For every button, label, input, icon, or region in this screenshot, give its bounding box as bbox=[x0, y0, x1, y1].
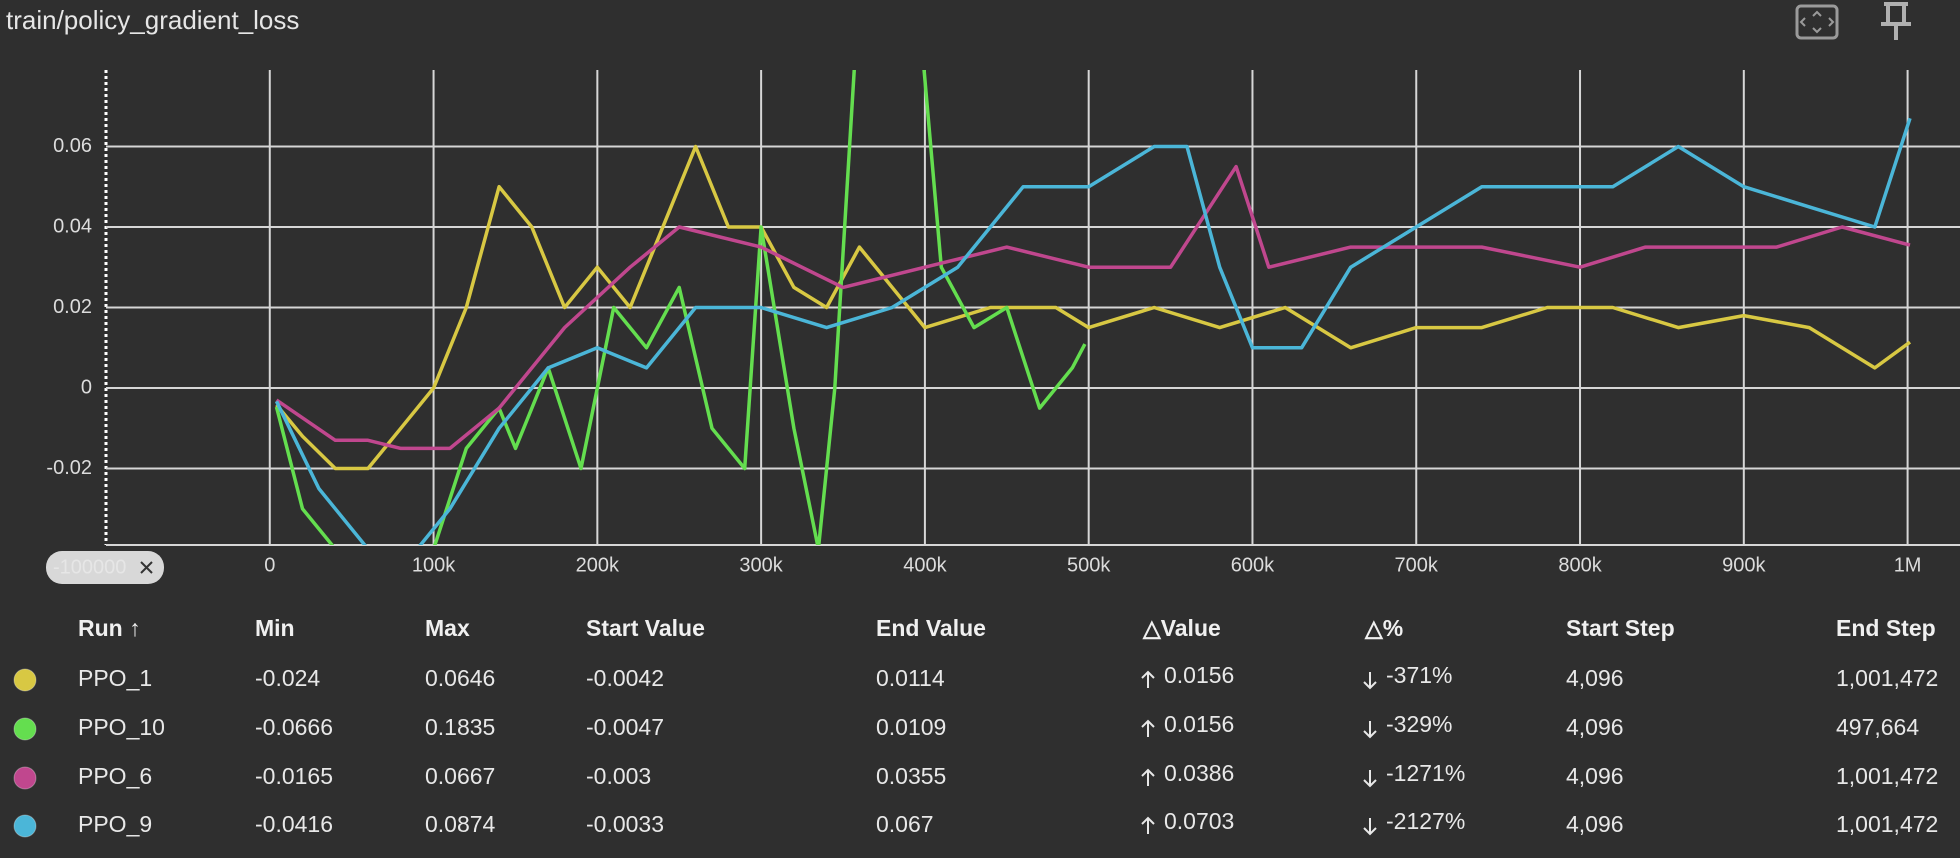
table-header: End Value bbox=[876, 615, 986, 641]
up-arrow-icon bbox=[1141, 670, 1155, 688]
table-cell: 0.1835 bbox=[425, 714, 495, 740]
pin-button[interactable] bbox=[1881, 2, 1911, 40]
x-tick-label: 900k bbox=[1722, 554, 1766, 576]
series-line bbox=[274, 70, 1087, 545]
run-name: PPO_6 bbox=[78, 763, 152, 789]
table-header: Max bbox=[425, 615, 470, 641]
table-cell: 1,001,472 bbox=[1836, 665, 1938, 691]
table-cell: -0.0165 bbox=[255, 763, 333, 789]
fullscreen-button[interactable] bbox=[1795, 4, 1839, 40]
table-cell: 1,001,472 bbox=[1836, 763, 1938, 789]
y-tick-label: -0.02 bbox=[46, 457, 92, 479]
series-line bbox=[274, 117, 1912, 545]
table-cell: -1271% bbox=[1386, 760, 1465, 786]
run-name: PPO_9 bbox=[78, 811, 152, 837]
table-header: Min bbox=[255, 615, 295, 641]
table-header: Run ↑ bbox=[78, 615, 141, 641]
table-cell: 0.0386 bbox=[1164, 760, 1234, 786]
run-color-dot bbox=[13, 766, 37, 790]
x-tick-label: 100k bbox=[412, 554, 456, 576]
x-range-chip[interactable]: -100000 bbox=[46, 551, 164, 584]
table-cell: 0.0156 bbox=[1164, 662, 1234, 688]
series-line bbox=[275, 164, 1911, 451]
table-cell: 0.067 bbox=[876, 811, 934, 837]
x-tick-label: 0 bbox=[264, 554, 275, 576]
table-cell: -0.024 bbox=[255, 665, 320, 691]
table-cell: 4,096 bbox=[1566, 763, 1624, 789]
table-cell: 0.0874 bbox=[425, 811, 496, 837]
up-arrow-icon bbox=[1141, 816, 1155, 834]
table-cell: 0.0156 bbox=[1164, 711, 1234, 737]
table-cell: -0.003 bbox=[586, 763, 651, 789]
table-cell: -0.0033 bbox=[586, 811, 664, 837]
down-arrow-icon bbox=[1363, 770, 1377, 788]
x-tick-label: 200k bbox=[576, 554, 620, 576]
run-name: PPO_1 bbox=[78, 665, 152, 691]
run-color-dot bbox=[13, 668, 37, 692]
x-tick-label: 1M bbox=[1894, 554, 1922, 576]
table-cell: 0.0703 bbox=[1164, 808, 1234, 834]
series-line bbox=[275, 144, 1912, 471]
table-cell: -0.0042 bbox=[586, 665, 664, 691]
x-tick-label: 800k bbox=[1558, 554, 1602, 576]
x-tick-label: 500k bbox=[1067, 554, 1111, 576]
y-tick-label: 0.06 bbox=[53, 135, 92, 157]
y-tick-label: 0.04 bbox=[53, 215, 92, 237]
y-tick-label: 0 bbox=[81, 376, 92, 398]
table-cell: 0.0114 bbox=[876, 665, 945, 691]
x-tick-label: 400k bbox=[903, 554, 947, 576]
table-cell: -329% bbox=[1386, 711, 1452, 737]
table-cell: -0.0416 bbox=[255, 811, 333, 837]
table-cell: 4,096 bbox=[1566, 811, 1624, 837]
run-color-dot bbox=[13, 814, 37, 838]
table-cell: 0.0646 bbox=[425, 665, 495, 691]
down-arrow-icon bbox=[1363, 818, 1377, 836]
table-cell: 0.0667 bbox=[425, 763, 495, 789]
table-header: △% bbox=[1364, 615, 1403, 641]
y-tick-label: 0.02 bbox=[53, 296, 92, 318]
table-cell: 4,096 bbox=[1566, 714, 1624, 740]
table-header: Start Value bbox=[586, 615, 705, 641]
table-cell: 497,664 bbox=[1836, 714, 1919, 740]
table-cell: -2127% bbox=[1386, 808, 1465, 834]
x-range-chip-label: -100000 bbox=[53, 556, 126, 578]
x-tick-label: 300k bbox=[739, 554, 783, 576]
table-cell: 0.0355 bbox=[876, 763, 946, 789]
x-tick-label: 700k bbox=[1395, 554, 1439, 576]
table-cell: 4,096 bbox=[1566, 665, 1624, 691]
down-arrow-icon bbox=[1363, 672, 1377, 690]
table-header: Start Step bbox=[1566, 615, 1675, 641]
up-arrow-icon bbox=[1141, 719, 1155, 737]
table-cell: -371% bbox=[1386, 662, 1452, 688]
table-cell: -0.0666 bbox=[255, 714, 333, 740]
x-tick-label: 600k bbox=[1231, 554, 1275, 576]
table-cell: 1,001,472 bbox=[1836, 811, 1938, 837]
table-cell: -0.0047 bbox=[586, 714, 664, 740]
table-header: △Value bbox=[1142, 615, 1221, 641]
table-cell: 0.0109 bbox=[876, 714, 946, 740]
down-arrow-icon bbox=[1363, 721, 1377, 739]
run-color-dot bbox=[13, 717, 37, 741]
chart-title: train/policy_gradient_loss bbox=[6, 5, 299, 35]
up-arrow-icon bbox=[1141, 768, 1155, 786]
table-header: End Step bbox=[1836, 615, 1936, 641]
run-name: PPO_10 bbox=[78, 714, 165, 740]
